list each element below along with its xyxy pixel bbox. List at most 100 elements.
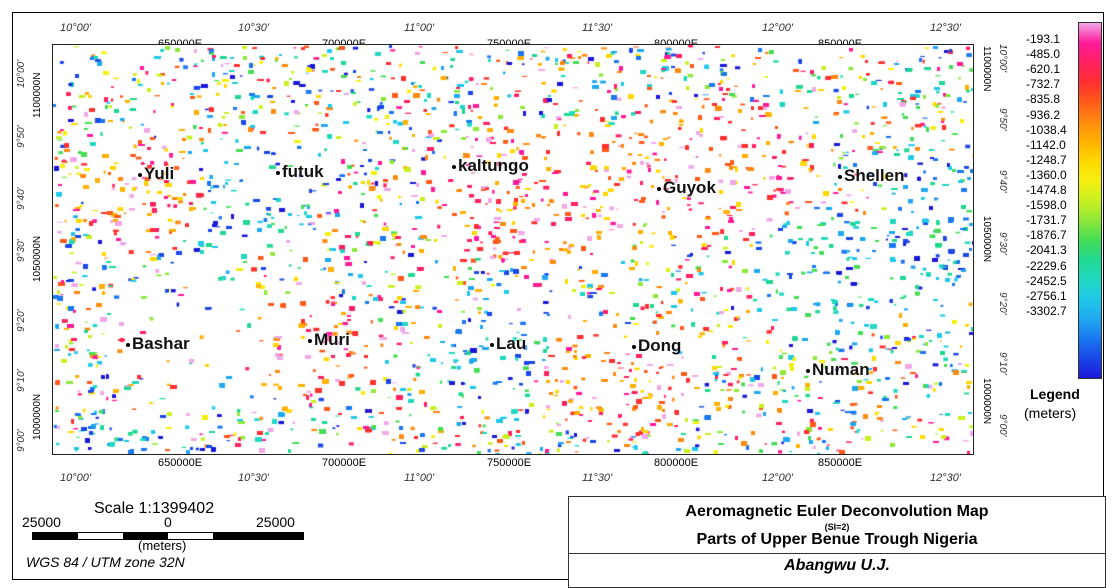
top-degree-tick: 11°30' — [582, 22, 613, 34]
scale-center-value: 0 — [164, 514, 172, 530]
title-block: Aeromagnetic Euler Deconvolution Map (SI… — [568, 496, 1106, 588]
right-latitude-tick: 9°10' — [997, 352, 1008, 375]
legend-value-label: -1248.7 — [1026, 152, 1067, 167]
scale-bar-segment — [33, 533, 78, 539]
scale-bar-segment — [123, 533, 168, 539]
legend-value-label: -1038.4 — [1026, 122, 1067, 137]
left-latitude-tick: 9°30' — [16, 239, 27, 262]
legend-value-label: -3302.7 — [1026, 303, 1067, 318]
town-name: Lau — [496, 334, 527, 353]
town-marker-icon — [806, 368, 810, 373]
legend-value-label: -2756.1 — [1026, 288, 1067, 303]
town-marker-icon — [838, 174, 842, 179]
town-name: Numan — [812, 360, 870, 379]
town-label-muri: Muri — [308, 330, 350, 350]
bottom-easting-tick: 850000E — [818, 457, 863, 469]
town-marker-icon — [490, 342, 494, 347]
left-latitude-tick: 9°00' — [16, 429, 27, 452]
town-marker-icon — [632, 344, 636, 349]
bottom-easting-tick: 700000E — [322, 457, 367, 469]
town-name: kaltungo — [458, 156, 529, 175]
legend-value-label: -485.0 — [1026, 47, 1061, 62]
town-label-kaltungo: kaltungo — [452, 156, 529, 176]
town-marker-icon — [138, 172, 142, 177]
town-label-guyok: Guyok — [657, 178, 716, 198]
town-marker-icon — [126, 342, 130, 347]
legend-unit: (meters) — [1024, 405, 1077, 421]
town-name: futuk — [282, 162, 324, 181]
legend-value-label: -2229.6 — [1026, 258, 1067, 273]
map-subtitle: Parts of Upper Benue Trough Nigeria — [696, 531, 978, 548]
right-latitude-tick: 9°40' — [997, 170, 1008, 193]
right-latitude-tick: 10°00' — [997, 44, 1008, 73]
scale-left-value: 25000 — [22, 514, 61, 530]
scale-bar — [32, 532, 304, 540]
legend-value-label: -193.1 — [1026, 32, 1061, 46]
left-latitude-tick: 10°00' — [16, 59, 27, 88]
legend-value-label: -1731.7 — [1026, 213, 1067, 228]
right-latitude-tick: 9°20' — [997, 292, 1008, 315]
town-name: Shellen — [844, 166, 905, 185]
town-marker-icon — [276, 170, 280, 175]
left-latitude-tick: 9°10' — [16, 369, 27, 392]
scale-right-value: 25000 — [256, 514, 295, 530]
town-label-shellen: Shellen — [838, 166, 904, 186]
map-title: Aeromagnetic Euler Deconvolution Map — [685, 503, 989, 520]
right-northing-tick: 1050000N — [981, 216, 992, 263]
scale-bar-segment — [213, 533, 303, 539]
legend-color-ramp — [1078, 22, 1102, 379]
legend-value-label: -1876.7 — [1026, 228, 1067, 243]
legend-value-label: -1474.8 — [1026, 183, 1067, 197]
legend-value-label: -1598.0 — [1026, 198, 1067, 213]
bottom-degree-tick: 11°00' — [404, 472, 435, 484]
legend-value-label: -620.1 — [1026, 62, 1061, 77]
top-degree-tick: 12°00' — [762, 22, 793, 34]
town-label-yuli: Yuli — [138, 164, 174, 184]
right-northing-tick: 1000000N — [981, 378, 992, 425]
scale-title: Scale 1:1399402 — [94, 500, 215, 517]
euler-solution-map[interactable] — [52, 44, 974, 455]
legend-value-label: -1142.0 — [1026, 137, 1066, 152]
bottom-degree-tick: 10°00' — [60, 472, 91, 484]
bottom-degree-tick: 10°30' — [238, 472, 269, 484]
title-divider — [569, 553, 1105, 554]
left-latitude-tick: 9°50' — [16, 125, 27, 148]
town-marker-icon — [657, 186, 661, 191]
town-marker-icon — [308, 338, 312, 343]
top-degree-tick: 10°00' — [60, 22, 91, 34]
left-latitude-tick: 9°40' — [16, 187, 27, 210]
right-latitude-tick: 9°30' — [997, 232, 1008, 255]
town-name: Dong — [638, 336, 682, 355]
left-latitude-tick: 9°20' — [16, 309, 27, 332]
town-marker-icon — [452, 164, 456, 169]
legend-title: Legend — [1030, 386, 1080, 402]
town-label-bashar: Bashar — [126, 334, 190, 354]
bottom-degree-tick: 11°30' — [582, 472, 613, 484]
top-degree-tick: 12°30' — [930, 22, 961, 34]
town-name: Guyok — [663, 178, 716, 197]
legend-value-label: -732.7 — [1026, 77, 1061, 92]
town-label-dong: Dong — [632, 336, 681, 356]
legend-value-label: -835.8 — [1026, 92, 1061, 107]
left-northing-tick: 1100000N — [32, 72, 43, 118]
town-label-lau: Lau — [490, 334, 526, 354]
scale-unit: (meters) — [138, 538, 187, 553]
legend-value-label: -2041.3 — [1026, 243, 1067, 258]
town-label-numan: Numan — [806, 360, 870, 380]
bottom-easting-tick: 650000E — [158, 457, 203, 469]
bottom-degree-tick: 12°00' — [762, 472, 793, 484]
euler-solution-raster — [53, 45, 973, 454]
structural-index-label: (SI=2) — [824, 522, 850, 532]
bottom-degree-tick: 12°30' — [930, 472, 961, 484]
town-name: Yuli — [144, 164, 175, 183]
bottom-easting-tick: 750000E — [487, 457, 532, 469]
town-label-futuk: futuk — [276, 162, 324, 182]
left-northing-tick: 1000000N — [32, 393, 43, 440]
legend-value-label: -1360.0 — [1026, 167, 1067, 182]
town-name: Muri — [314, 330, 350, 349]
bottom-easting-tick: 800000E — [654, 457, 699, 469]
top-degree-tick: 11°00' — [404, 22, 435, 34]
right-latitude-tick: 9°00' — [997, 414, 1008, 437]
projection-label: WGS 84 / UTM zone 32N — [26, 554, 185, 570]
town-name: Bashar — [132, 334, 190, 353]
